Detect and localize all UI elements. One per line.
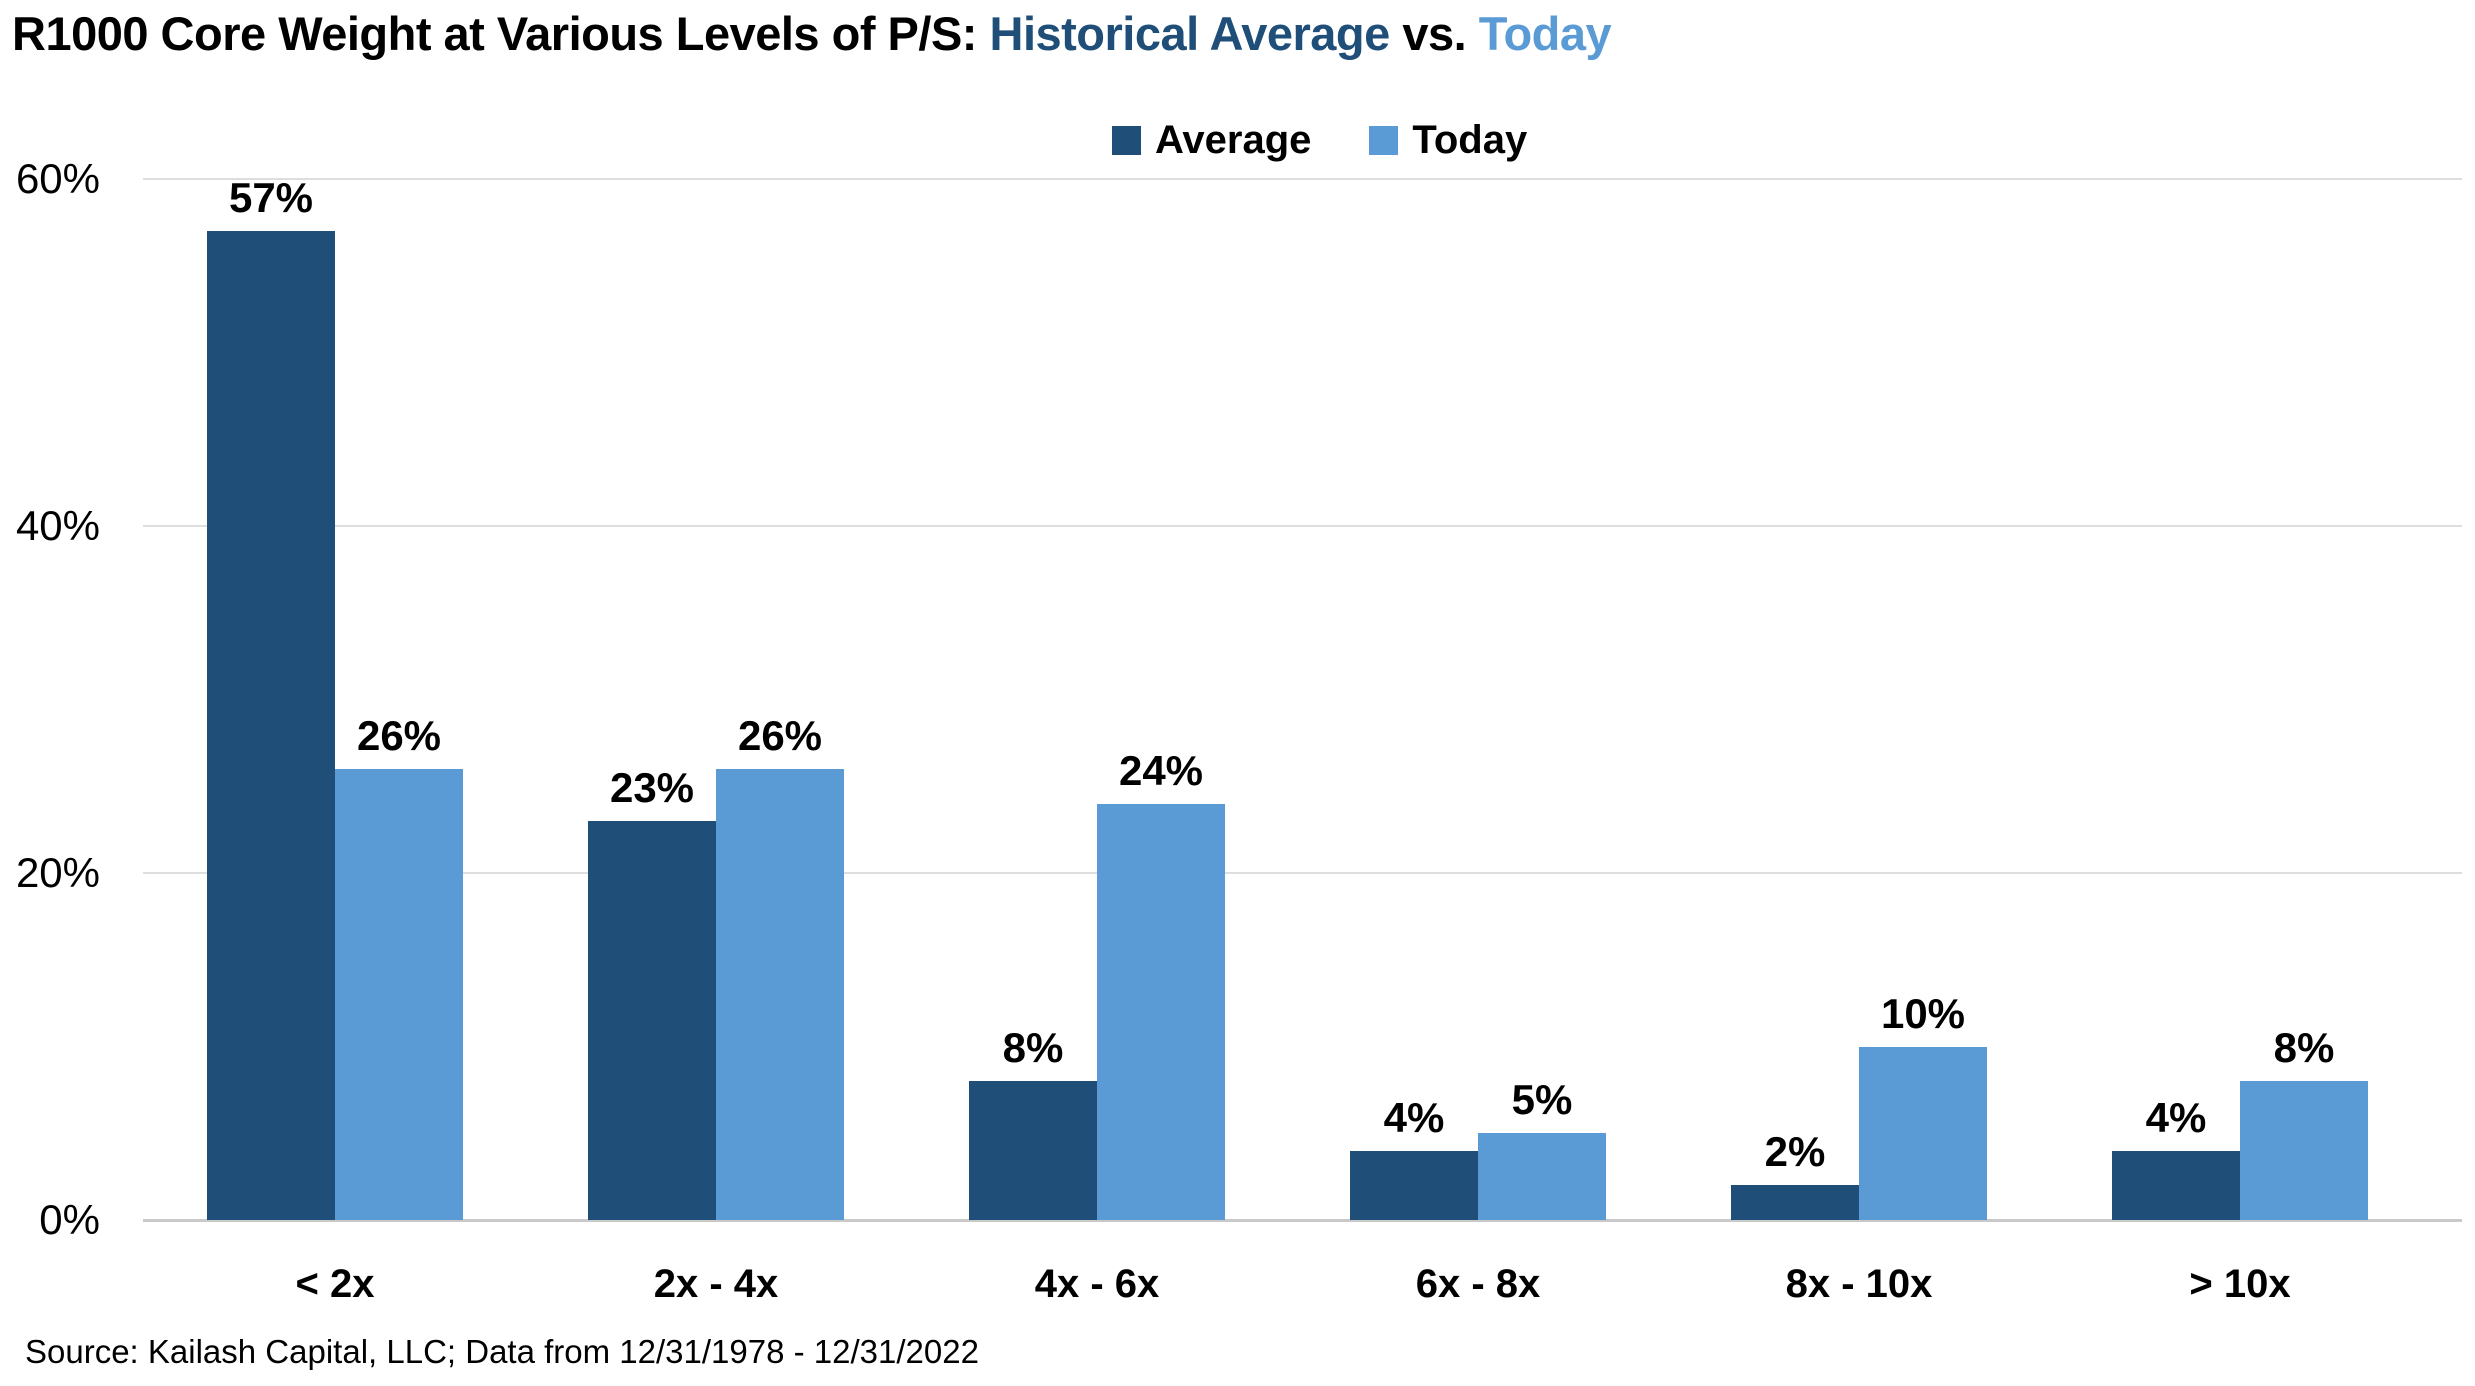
- source-note: Source: Kailash Capital, LLC; Data from …: [25, 1333, 979, 1370]
- bar-today-5: [1859, 1046, 1987, 1220]
- bar-today-4: [1478, 1133, 1606, 1220]
- gridline-60: [143, 178, 2462, 180]
- value-label-today-6: 8%: [2273, 1024, 2335, 1072]
- title-highlight-today: Today: [1478, 7, 1612, 60]
- y-axis-label-60: 60%: [15, 155, 100, 202]
- x-axis-label-5: 8x - 10x: [1785, 1262, 1933, 1306]
- title-prefix: R1000 Core Weight at Various Levels of P…: [12, 7, 990, 60]
- x-axis-label-4: 6x - 8x: [1415, 1262, 1541, 1306]
- legend: Average Today: [1112, 112, 1527, 168]
- value-label-average-5: 2%: [1764, 1128, 1826, 1176]
- bar-average-4: [1350, 1150, 1478, 1220]
- legend-item-today: Today: [1369, 120, 1527, 160]
- bar-average-1: [207, 231, 335, 1220]
- legend-label-average: Average: [1155, 118, 1312, 162]
- legend-swatch-average-icon: [1112, 125, 1141, 155]
- value-label-average-2: 23%: [609, 763, 695, 811]
- bar-today-1: [335, 768, 463, 1220]
- x-axis-label-3: 4x - 6x: [1034, 1262, 1160, 1306]
- legend-item-average: Average: [1112, 120, 1311, 160]
- y-axis-label-0: 0%: [39, 1196, 100, 1243]
- bar-average-5: [1731, 1185, 1859, 1220]
- x-axis-label-1: < 2x: [295, 1262, 375, 1306]
- bar-today-2: [716, 768, 844, 1220]
- chart-title: R1000 Core Weight at Various Levels of P…: [12, 6, 1612, 61]
- x-axis-label-2: 2x - 4x: [653, 1262, 779, 1306]
- value-label-today-2: 26%: [737, 711, 823, 759]
- legend-swatch-today-icon: [1369, 125, 1399, 155]
- value-label-today-3: 24%: [1118, 746, 1204, 794]
- gridline-0: [143, 1219, 2462, 1222]
- value-label-average-1: 57%: [228, 174, 314, 222]
- bar-average-3: [969, 1081, 1097, 1220]
- value-label-average-6: 4%: [2145, 1093, 2207, 1141]
- value-label-average-4: 4%: [1383, 1093, 1445, 1141]
- y-axis-label-20: 20%: [15, 849, 100, 896]
- bar-average-2: [588, 820, 716, 1220]
- gridline-40: [143, 525, 2462, 527]
- value-label-today-5: 10%: [1880, 989, 1966, 1037]
- y-axis-label-40: 40%: [15, 502, 100, 549]
- value-label-average-3: 8%: [1002, 1024, 1064, 1072]
- x-axis-label-6: > 10x: [2189, 1262, 2291, 1306]
- title-separator: vs.: [1389, 7, 1479, 60]
- bar-today-6: [2240, 1081, 2368, 1220]
- value-label-today-4: 5%: [1511, 1076, 1573, 1124]
- bar-average-6: [2112, 1150, 2240, 1220]
- gridline-20: [143, 872, 2462, 874]
- bar-today-3: [1097, 803, 1225, 1220]
- value-label-today-1: 26%: [356, 711, 442, 759]
- title-highlight-average: Historical Average: [989, 7, 1391, 60]
- legend-label-today: Today: [1412, 118, 1528, 162]
